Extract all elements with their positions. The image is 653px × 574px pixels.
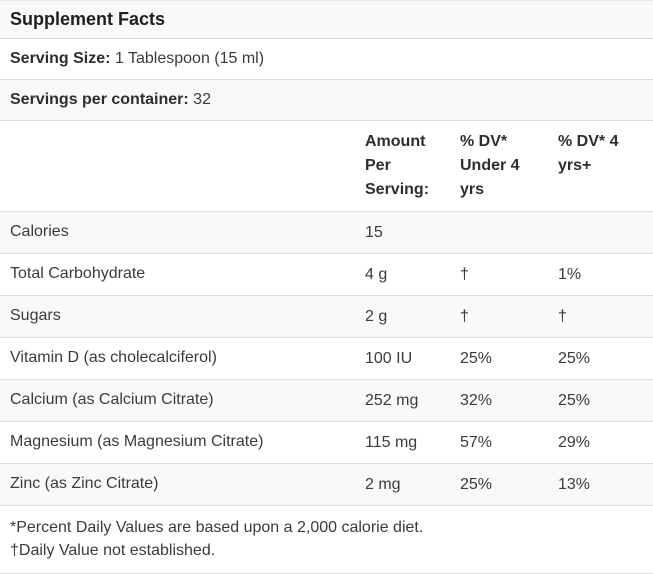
nutrient-name: Calories	[10, 223, 69, 240]
nutrient-name: Total Carbohydrate	[10, 265, 146, 282]
nutrient-name: Vitamin D (as cholecalciferol)	[10, 349, 217, 366]
nutrient-amount: 4 g	[365, 266, 388, 283]
nutrient-dv-under4: 32%	[460, 392, 493, 409]
nutrient-dv-4plus: 29%	[558, 434, 591, 451]
column-header-amount: Amount Per Serving:	[365, 133, 430, 198]
column-header-row: Amount Per Serving: % DV* Under 4 yrs % …	[0, 121, 653, 212]
nutrient-name: Magnesium (as Magnesium Citrate)	[10, 433, 264, 450]
nutrient-dv-under4: 57%	[460, 434, 493, 451]
servings-per-container-value: 32	[193, 91, 211, 108]
nutrient-amount: 2 mg	[365, 476, 401, 493]
nutrient-amount: 100 IU	[365, 350, 413, 367]
table-row-vitamin-d: Vitamin D (as cholecalciferol) 100 IU 25…	[0, 338, 653, 380]
nutrient-name: Zinc (as Zinc Citrate)	[10, 475, 159, 492]
table-row-sugars: Sugars 2 g † †	[0, 295, 653, 338]
servings-per-container-row: Servings per container: 32	[0, 79, 653, 121]
serving-size-row: Serving Size: 1 Tablespoon (15 ml)	[0, 39, 653, 80]
nutrient-dv-4plus: 1%	[558, 266, 582, 283]
table-row-magnesium: Magnesium (as Magnesium Citrate) 115 mg …	[0, 422, 653, 464]
footnote-percent-dv: *Percent Daily Values are based upon a 2…	[10, 519, 424, 536]
nutrient-dv-4plus: 13%	[558, 476, 591, 493]
table-row-calories: Calories 15	[0, 211, 653, 254]
nutrient-amount: 15	[365, 224, 383, 241]
nutrient-dv-4plus	[548, 212, 653, 254]
nutrient-dv-4plus: †	[558, 308, 567, 325]
serving-size-value: 1 Tablespoon (15 ml)	[114, 50, 265, 67]
nutrient-dv-4plus: 25%	[558, 350, 591, 367]
nutrient-dv-under4: 25%	[460, 476, 493, 493]
nutrient-dv-under4: †	[460, 266, 469, 283]
servings-per-container-label: Servings per container:	[10, 91, 189, 108]
nutrient-amount: 252 mg	[365, 392, 419, 409]
footnotes-row: *Percent Daily Values are based upon a 2…	[0, 506, 653, 574]
nutrient-dv-under4: 25%	[460, 350, 493, 367]
serving-size-label: Serving Size:	[10, 50, 111, 67]
footnote-dv-not-established: †Daily Value not established.	[10, 542, 216, 559]
nutrient-amount: 2 g	[365, 308, 388, 325]
page-title: Supplement Facts	[10, 9, 166, 29]
nutrient-dv-4plus: 25%	[558, 392, 591, 409]
nutrient-dv-under4: †	[460, 308, 469, 325]
nutrient-name: Calcium (as Calcium Citrate)	[10, 391, 214, 408]
column-header-dv-4plus: % DV* 4 yrs+	[558, 133, 619, 174]
title-row: Supplement Facts	[0, 0, 653, 39]
table-row-total-carbohydrate: Total Carbohydrate 4 g † 1%	[0, 254, 653, 296]
nutrient-name: Sugars	[10, 307, 61, 324]
nutrient-amount: 115 mg	[365, 434, 418, 451]
nutrient-dv-under4	[450, 212, 548, 254]
table-row-zinc: Zinc (as Zinc Citrate) 2 mg 25% 13%	[0, 463, 653, 506]
table-row-calcium: Calcium (as Calcium Citrate) 252 mg 32% …	[0, 379, 653, 422]
column-header-dv-under4: % DV* Under 4 yrs	[460, 133, 520, 198]
column-header-blank	[0, 121, 355, 212]
